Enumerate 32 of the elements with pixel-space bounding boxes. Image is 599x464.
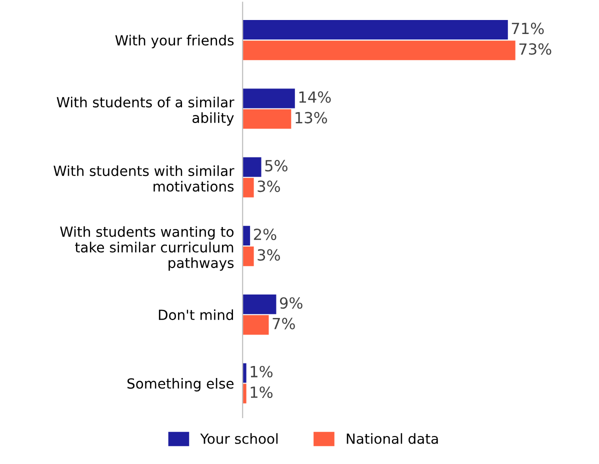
data-label: 71% <box>512 22 544 34</box>
bar <box>242 109 292 129</box>
data-label: 9% <box>280 297 302 309</box>
legend-label: National data <box>346 433 438 444</box>
legend-label: Your school <box>200 433 278 444</box>
y-tick-label: Something else <box>127 378 234 392</box>
y-tick-label: With students of a similar ability <box>56 96 234 126</box>
data-label: 73% <box>519 43 552 55</box>
data-label: 1% <box>250 366 273 378</box>
bar <box>242 40 516 60</box>
bar <box>242 157 262 177</box>
data-label: 3% <box>258 180 280 192</box>
data-label: 14% <box>299 91 331 103</box>
y-tick-label: With your friends <box>115 34 234 48</box>
bar <box>242 294 276 314</box>
bar <box>242 315 269 335</box>
bar <box>242 246 254 266</box>
bar <box>242 20 508 40</box>
bar <box>242 178 254 198</box>
bar <box>242 226 250 246</box>
bar <box>242 88 295 108</box>
bar <box>242 384 246 404</box>
data-label: 1% <box>250 386 273 398</box>
y-tick-label: Don't mind <box>158 309 234 320</box>
data-label: 3% <box>258 249 280 261</box>
data-label: 7% <box>272 318 295 330</box>
y-tick-label: With students with similar motivations <box>54 165 234 192</box>
data-label: 5% <box>265 160 288 172</box>
y-tick-label: With students wanting to take similar curriculum pathways <box>60 226 234 271</box>
data-label: 13% <box>296 112 328 124</box>
bar <box>242 363 246 383</box>
data-label: 2% <box>254 228 276 240</box>
